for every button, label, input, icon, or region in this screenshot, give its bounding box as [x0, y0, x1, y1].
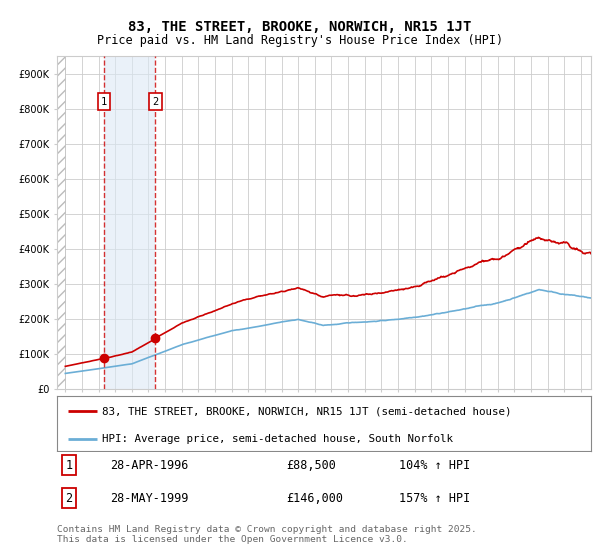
- Text: 83, THE STREET, BROOKE, NORWICH, NR15 1JT (semi-detached house): 83, THE STREET, BROOKE, NORWICH, NR15 1J…: [103, 407, 512, 416]
- Bar: [57, 56, 65, 389]
- Text: 2: 2: [152, 96, 158, 106]
- Text: £146,000: £146,000: [287, 492, 344, 505]
- Text: Contains HM Land Registry data © Crown copyright and database right 2025.
This d: Contains HM Land Registry data © Crown c…: [57, 525, 477, 544]
- Text: HPI: Average price, semi-detached house, South Norfolk: HPI: Average price, semi-detached house,…: [103, 434, 454, 444]
- Text: £88,500: £88,500: [287, 459, 337, 472]
- Text: 1: 1: [101, 96, 107, 106]
- Text: 28-MAY-1999: 28-MAY-1999: [110, 492, 189, 505]
- Text: 2: 2: [65, 492, 73, 505]
- Text: Price paid vs. HM Land Registry's House Price Index (HPI): Price paid vs. HM Land Registry's House …: [97, 34, 503, 46]
- Bar: [104, 56, 155, 389]
- Text: 28-APR-1996: 28-APR-1996: [110, 459, 189, 472]
- Text: 157% ↑ HPI: 157% ↑ HPI: [399, 492, 470, 505]
- Text: 104% ↑ HPI: 104% ↑ HPI: [399, 459, 470, 472]
- Text: 1: 1: [65, 459, 73, 472]
- Text: 83, THE STREET, BROOKE, NORWICH, NR15 1JT: 83, THE STREET, BROOKE, NORWICH, NR15 1J…: [128, 20, 472, 34]
